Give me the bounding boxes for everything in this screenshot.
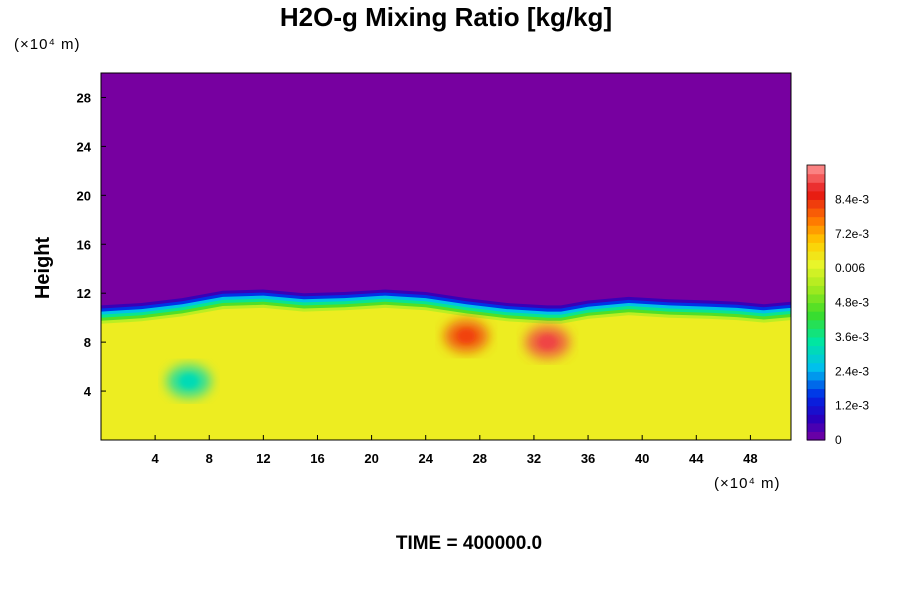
x-tick-label: 36: [581, 451, 595, 466]
colorbar-label: 2.4e-3: [835, 364, 869, 378]
colorbar-segment: [807, 233, 825, 243]
colorbar-segment: [807, 285, 825, 295]
x-tick-label: 16: [310, 451, 324, 466]
colorbar-segment: [807, 276, 825, 286]
colorbar-segment: [807, 216, 825, 226]
field-feature: [166, 365, 211, 398]
plot-frame: [100, 72, 792, 441]
colorbar-segment: [807, 207, 825, 218]
x-tick-label: 32: [527, 451, 541, 466]
y-unit-label: (×10⁴ m): [14, 36, 81, 53]
x-unit-label: (×10⁴ m): [714, 475, 781, 492]
colorbar-label: 1.2e-3: [835, 399, 869, 413]
field-feature: [525, 326, 570, 359]
chart-title: H2O-g Mixing Ratio [kg/kg]: [280, 2, 612, 32]
colorbar-segment: [807, 422, 825, 433]
y-tick-label: 24: [77, 139, 92, 154]
colorbar-segment: [807, 165, 825, 175]
colorbar-segment: [807, 319, 825, 329]
colorbar-segment: [807, 414, 825, 424]
x-ticks: 4 8 12 16 20 24 28 32 36 40 44 48: [152, 435, 758, 466]
colorbar-segment: [807, 371, 825, 381]
colorbar-segment: [807, 405, 825, 415]
colorbar-segment: [807, 225, 825, 235]
y-tick-label: 16: [77, 237, 91, 252]
colorbar-segment: [807, 431, 825, 441]
plot-area: [101, 73, 791, 440]
colorbar-label: 3.6e-3: [835, 330, 869, 344]
colorbar-segment: [807, 199, 825, 209]
colorbar: 0 1.2e-3 2.4e-3 3.6e-3 4.8e-3 0.006 7.2e-3 8.4e…: [806, 164, 869, 447]
y-tick-label: 4: [84, 384, 92, 399]
colorbar-frame: [806, 164, 826, 441]
colorbar-segment: [807, 242, 825, 252]
colorbar-segment: [807, 345, 825, 355]
y-tick-label: 20: [77, 188, 91, 203]
colorbar-segment: [807, 173, 825, 183]
colorbar-segment: [807, 268, 825, 278]
x-tick-label: 4: [152, 451, 160, 466]
colorbar-segment: [807, 182, 825, 192]
field-feature: [444, 320, 489, 353]
x-tick-label: 48: [743, 451, 757, 466]
x-tick-label: 44: [689, 451, 704, 466]
colorbar-segment: [807, 397, 825, 407]
colorbar-segment: [807, 379, 825, 390]
x-tick-label: 24: [418, 451, 433, 466]
colorbar-segment: [807, 190, 825, 200]
time-label: TIME = 400000.0: [396, 533, 542, 554]
colorbar-segment: [807, 388, 825, 398]
colorbar-segment: [807, 302, 825, 312]
y-axis-label: Height: [32, 237, 54, 300]
colorbar-segment: [807, 336, 825, 347]
colorbar-label: 4.8e-3: [835, 296, 869, 310]
colorbar-segment: [807, 293, 825, 304]
colorbar-label: 0.006: [835, 261, 865, 275]
y-tick-label: 8: [84, 335, 91, 350]
y-tick-label: 28: [77, 90, 91, 105]
colorbar-segment: [807, 250, 825, 261]
y-ticks: 4 8 12 16 20 24 28: [77, 90, 106, 399]
x-tick-label: 20: [364, 451, 378, 466]
colorbar-segment: [807, 362, 825, 372]
colorbar-segment: [807, 328, 825, 338]
colorbar-label: 8.4e-3: [835, 192, 869, 206]
x-tick-label: 28: [473, 451, 487, 466]
colorbar-label: 7.2e-3: [835, 227, 869, 241]
x-tick-label: 12: [256, 451, 270, 466]
x-tick-label: 40: [635, 451, 649, 466]
y-tick-label: 12: [77, 286, 91, 301]
x-tick-label: 8: [206, 451, 213, 466]
colorbar-segment: [807, 354, 825, 364]
colorbar-label: 0: [835, 433, 842, 447]
colorbar-segment: [807, 259, 825, 269]
moist-layer: [101, 307, 791, 440]
colorbar-segment: [807, 311, 825, 321]
